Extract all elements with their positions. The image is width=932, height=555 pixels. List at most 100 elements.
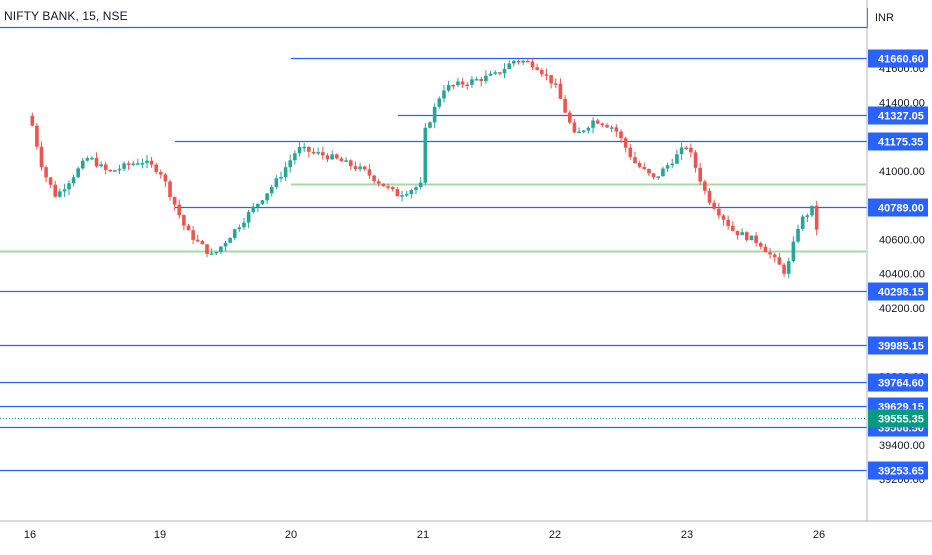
candle-body	[535, 67, 539, 70]
currency-label[interactable]: INR	[867, 8, 927, 28]
candle-body	[297, 147, 302, 154]
candle-body	[456, 81, 460, 86]
candle-body	[381, 183, 386, 187]
level-price-label: 41660.60	[878, 54, 924, 66]
x-tick-label: 23	[681, 529, 693, 541]
candle-body	[670, 163, 675, 166]
candle-body	[647, 168, 651, 174]
x-tick-label: 19	[154, 529, 166, 541]
candle-body	[814, 205, 819, 230]
candle-body	[108, 169, 113, 172]
candle-body	[577, 131, 581, 134]
y-tick-label: 41400.00	[879, 97, 925, 109]
candle-body	[642, 166, 647, 169]
candle-body	[58, 191, 62, 197]
candle-body	[805, 215, 810, 217]
candle-body	[530, 61, 535, 68]
candle-body	[507, 63, 511, 69]
candle-body	[395, 189, 400, 197]
candle-body	[502, 68, 507, 74]
candle-body	[721, 215, 726, 220]
candle-body	[256, 203, 260, 207]
candle-body	[768, 252, 772, 255]
level-price-tag	[868, 49, 928, 68]
level-price-tag	[868, 373, 928, 392]
candle-body	[726, 219, 730, 226]
candle-body	[777, 257, 782, 265]
level-price-label: 39253.65	[878, 466, 924, 478]
candle-body	[712, 202, 716, 209]
candle-body	[367, 169, 372, 176]
candle-body	[358, 166, 362, 170]
level-price-tag	[868, 198, 928, 217]
candle-body	[586, 127, 591, 131]
candle-body	[149, 160, 154, 165]
candle-body	[442, 90, 446, 99]
candle-body	[493, 72, 498, 74]
candle-body	[302, 146, 306, 149]
price-axis-bg	[867, 0, 932, 550]
candle-body	[321, 152, 325, 156]
candle-body	[279, 177, 283, 179]
candle-body	[131, 163, 136, 165]
candle-body	[94, 157, 99, 167]
candle-body	[140, 163, 145, 165]
candle-body	[325, 155, 330, 160]
candle-body	[498, 72, 502, 74]
candle-body	[400, 195, 404, 197]
candle-body	[330, 154, 334, 160]
candle-body	[740, 232, 744, 236]
candle-body	[470, 79, 474, 85]
level-price-tag	[868, 132, 928, 151]
last-price-label: 39555.35	[878, 414, 924, 426]
candle-body	[307, 146, 311, 152]
candle-body	[758, 242, 763, 247]
candle-body	[39, 146, 44, 168]
candle-body	[735, 230, 740, 236]
candle-body	[572, 122, 577, 133]
candle-body	[414, 187, 418, 191]
candle-body	[428, 122, 432, 128]
candle-body	[145, 160, 149, 164]
x-tick-label: 26	[813, 529, 825, 541]
candle-body	[311, 151, 316, 154]
candle-body	[288, 160, 293, 168]
level-price-tag	[868, 282, 928, 301]
candle-body	[103, 164, 108, 170]
candle-body	[521, 60, 525, 63]
candle-body	[136, 163, 140, 165]
y-tick-label: 40400.00	[879, 269, 925, 281]
candle-body	[335, 154, 339, 159]
candle-body	[182, 215, 186, 226]
candle-body	[246, 212, 251, 223]
candle-body	[67, 183, 71, 190]
candle-body	[567, 112, 572, 123]
candle-body	[269, 186, 274, 194]
y-tick-label: 39400.00	[879, 440, 925, 452]
candle-body	[404, 194, 409, 196]
candle-body	[516, 60, 521, 63]
candle-body	[772, 254, 777, 258]
candle-body	[62, 189, 67, 192]
candle-body	[609, 127, 614, 129]
candle-body	[209, 253, 214, 255]
candle-body	[633, 157, 637, 164]
candle-body	[810, 205, 814, 216]
candle-body	[339, 158, 344, 162]
candle-body	[386, 186, 390, 188]
candle-body	[544, 74, 549, 76]
candle-body	[423, 127, 428, 183]
candle-body	[76, 168, 80, 178]
candle-body	[451, 85, 456, 87]
candle-body	[614, 127, 619, 132]
candle-body	[540, 69, 544, 75]
candle-body	[195, 239, 200, 242]
candle-body	[293, 153, 297, 161]
candle-body	[251, 206, 256, 213]
candle-body	[549, 75, 553, 84]
price-axis: 41600.0041400.0041200.0041000.0040800.00…	[866, 0, 932, 550]
candle-body	[316, 152, 320, 154]
candle-body	[390, 186, 395, 190]
